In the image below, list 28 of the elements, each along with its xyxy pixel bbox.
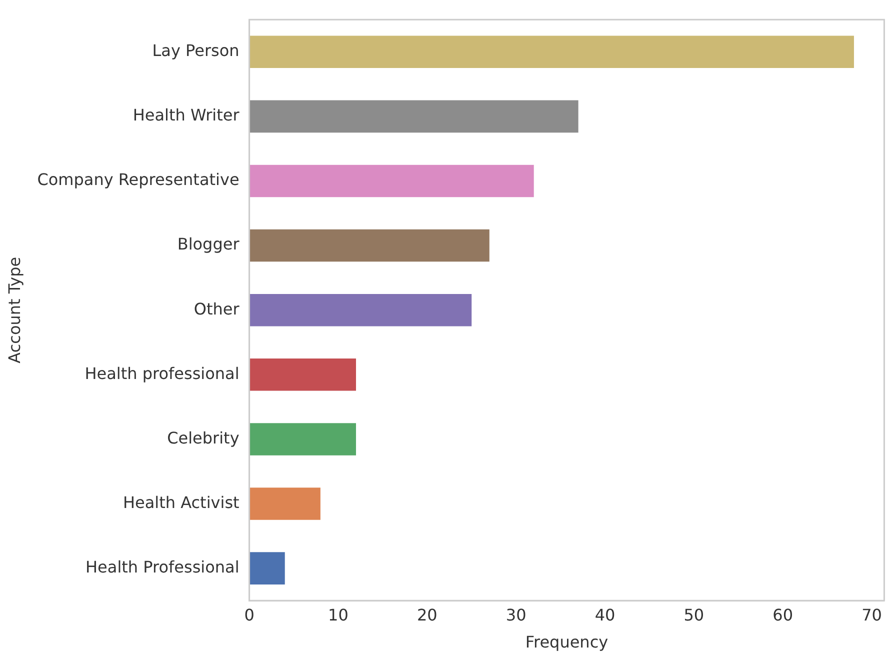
bar [249, 552, 285, 584]
y-tick-label: Blogger [177, 234, 240, 254]
bar [249, 294, 472, 326]
bar [249, 36, 854, 68]
x-axis-title: Frequency [525, 632, 608, 652]
x-tick-label: 10 [328, 605, 348, 624]
y-tick-label: Health professional [84, 364, 240, 383]
x-tick-label: 60 [772, 605, 794, 624]
bar [249, 229, 490, 262]
bar [249, 423, 356, 456]
x-tick-label: 40 [594, 605, 616, 624]
x-tick-label: 50 [684, 605, 704, 624]
y-tick-label: Lay Person [152, 41, 240, 60]
bar [249, 488, 320, 520]
bar [249, 100, 578, 133]
y-tick-label: Company Representative [37, 170, 240, 190]
y-tick-label: Health Activist [122, 492, 240, 512]
bar [249, 164, 534, 198]
y-axis-title: Account Type [4, 256, 24, 364]
y-tick-label: Health Professional [86, 557, 240, 576]
y-tick-label: Health Writer [132, 106, 240, 125]
x-tick-label: 0 [244, 605, 254, 624]
bar [249, 358, 356, 391]
x-tick-label: 30 [506, 605, 526, 624]
x-tick-label: 20 [416, 605, 438, 624]
y-tick-label: Celebrity [167, 428, 240, 448]
x-tick-label: 70 [862, 605, 882, 624]
y-tick-label: Other [194, 299, 240, 318]
